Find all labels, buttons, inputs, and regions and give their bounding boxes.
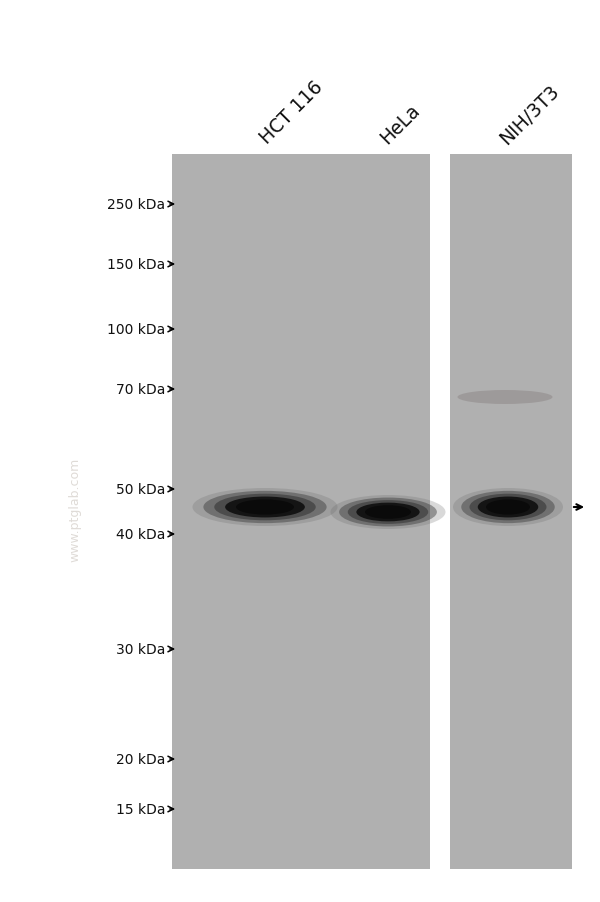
Ellipse shape xyxy=(461,492,555,523)
Ellipse shape xyxy=(478,497,538,518)
Text: HeLa: HeLa xyxy=(377,101,424,148)
Ellipse shape xyxy=(225,497,305,518)
Text: www.ptglab.com: www.ptglab.com xyxy=(68,457,82,562)
Ellipse shape xyxy=(339,498,437,527)
Text: 100 kDa: 100 kDa xyxy=(107,323,165,336)
Ellipse shape xyxy=(236,500,294,515)
Ellipse shape xyxy=(348,501,428,524)
Ellipse shape xyxy=(203,492,326,523)
Ellipse shape xyxy=(453,489,563,527)
Bar xyxy=(172,155,430,869)
Text: NIH/3T3: NIH/3T3 xyxy=(497,81,563,148)
Ellipse shape xyxy=(458,391,553,405)
Text: 50 kDa: 50 kDa xyxy=(116,483,165,496)
Text: 150 kDa: 150 kDa xyxy=(107,258,165,272)
Text: 20 kDa: 20 kDa xyxy=(116,752,165,766)
Ellipse shape xyxy=(214,494,316,520)
Text: 30 kDa: 30 kDa xyxy=(116,642,165,657)
Text: 15 kDa: 15 kDa xyxy=(115,802,165,816)
Text: 40 kDa: 40 kDa xyxy=(116,528,165,541)
Ellipse shape xyxy=(470,494,547,520)
Ellipse shape xyxy=(331,495,445,529)
Bar xyxy=(450,155,572,869)
Ellipse shape xyxy=(486,500,530,515)
Text: HCT 116: HCT 116 xyxy=(257,78,327,148)
Text: 70 kDa: 70 kDa xyxy=(116,382,165,397)
Text: 250 kDa: 250 kDa xyxy=(107,198,165,212)
Ellipse shape xyxy=(365,506,411,520)
Ellipse shape xyxy=(193,489,337,527)
Ellipse shape xyxy=(356,503,419,521)
